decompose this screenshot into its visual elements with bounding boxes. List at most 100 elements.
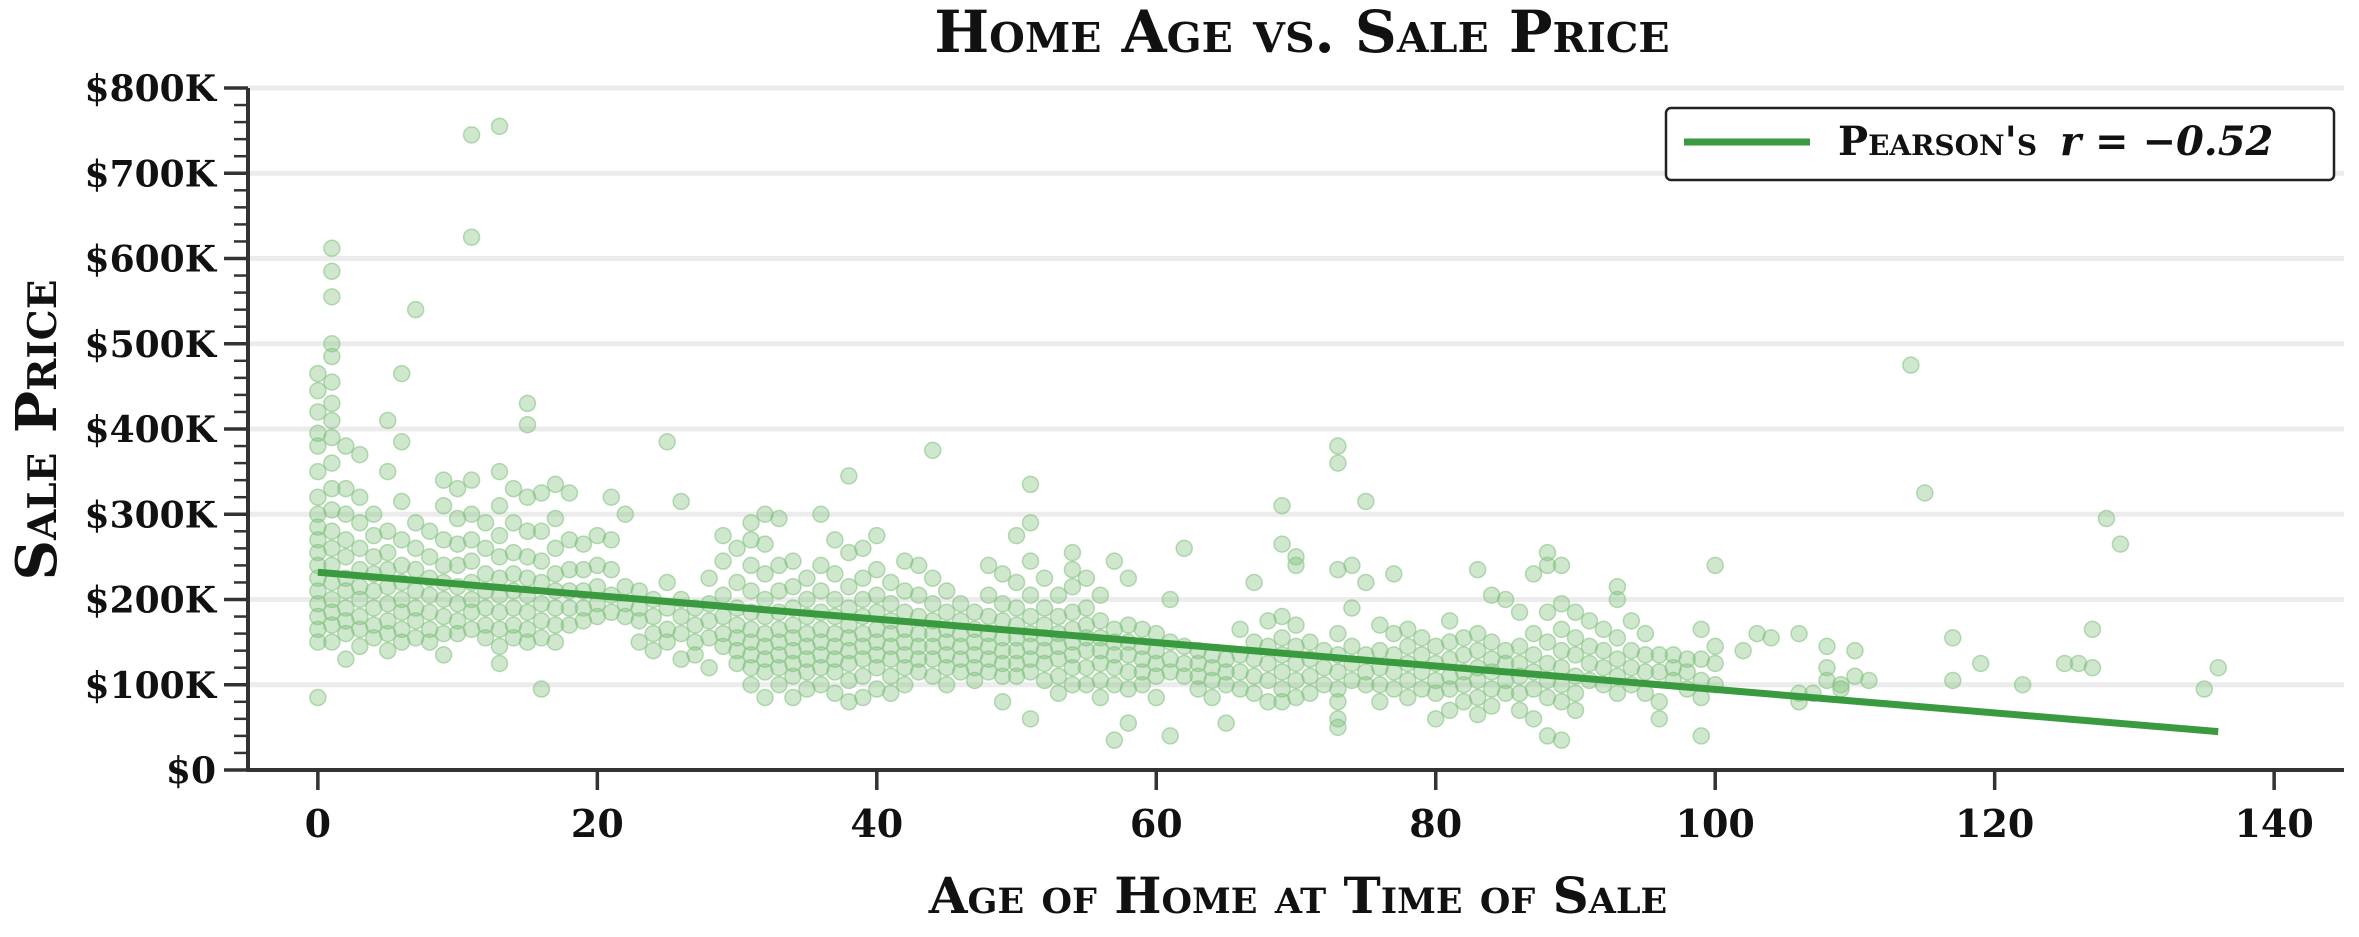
data-point xyxy=(868,658,886,677)
data-point xyxy=(1440,612,1459,630)
y-tick-label: $500K xyxy=(85,324,218,366)
data-point xyxy=(1343,637,1361,656)
data-point xyxy=(1692,727,1710,745)
data-point xyxy=(644,641,662,660)
data-point xyxy=(1566,603,1585,622)
data-point xyxy=(1161,590,1179,609)
data-point xyxy=(742,514,760,532)
data-point xyxy=(1399,671,1417,690)
data-point xyxy=(728,539,746,558)
data-point xyxy=(854,539,872,558)
data-point xyxy=(1077,569,1096,587)
data-point xyxy=(895,676,914,694)
data-point xyxy=(1468,624,1487,643)
data-point xyxy=(2055,654,2074,673)
data-point xyxy=(323,394,341,413)
data-point xyxy=(909,586,928,604)
data-point xyxy=(504,514,523,532)
x-axis-ticks: 0 20 40 60 80 100 120 140 xyxy=(305,770,2314,846)
data-point xyxy=(840,577,858,596)
data-point xyxy=(518,415,537,434)
data-point xyxy=(728,573,746,592)
legend: Pearson's r = −0.52 xyxy=(1664,106,2336,182)
x-tick-label: 100 xyxy=(1676,801,1755,846)
y-axis-label: Sale Price xyxy=(4,280,70,581)
data-point xyxy=(1846,641,1864,660)
data-point xyxy=(1175,539,1193,558)
data-point xyxy=(532,552,551,570)
data-point xyxy=(476,629,495,647)
x-tick-label: 40 xyxy=(850,801,903,846)
data-point xyxy=(1273,607,1291,626)
data-point xyxy=(854,667,872,685)
data-point xyxy=(742,556,760,575)
data-point xyxy=(1510,603,1529,622)
data-point xyxy=(1636,646,1655,664)
data-point xyxy=(1357,492,1375,511)
data-point xyxy=(965,671,984,690)
data-point xyxy=(337,479,355,498)
data-point xyxy=(1650,693,1669,711)
data-point xyxy=(323,428,341,447)
data-point xyxy=(1273,629,1291,647)
data-point xyxy=(868,526,886,545)
data-point xyxy=(909,637,928,656)
data-point xyxy=(1035,599,1054,617)
data-point xyxy=(1552,620,1571,639)
data-point xyxy=(1273,496,1291,515)
data-point xyxy=(756,590,774,609)
data-point xyxy=(1399,688,1417,707)
x-tick-label: 60 xyxy=(1130,801,1183,846)
data-point xyxy=(1943,629,1962,647)
data-point xyxy=(323,590,341,609)
data-point xyxy=(1496,684,1515,703)
data-point xyxy=(532,522,551,541)
data-point xyxy=(1524,680,1543,698)
data-point xyxy=(1301,633,1319,651)
data-point xyxy=(378,641,397,660)
data-point xyxy=(1594,658,1613,677)
data-point xyxy=(826,565,844,583)
data-point xyxy=(323,522,341,541)
data-point xyxy=(1063,676,1082,694)
data-point xyxy=(1510,701,1529,720)
data-point xyxy=(1203,688,1221,707)
data-point xyxy=(923,441,942,460)
data-point xyxy=(1021,586,1040,604)
data-point xyxy=(1021,475,1040,494)
data-point xyxy=(1063,543,1082,562)
data-point xyxy=(1538,543,1557,562)
data-point xyxy=(490,117,509,136)
data-point xyxy=(1371,616,1389,634)
data-point xyxy=(1608,684,1627,703)
x-tick-label: 120 xyxy=(1955,801,2034,846)
legend-label: Pearson's xyxy=(1838,118,2037,165)
grid-lines xyxy=(248,85,2344,688)
data-point xyxy=(1413,629,1431,647)
data-point xyxy=(1371,693,1389,711)
data-point xyxy=(392,433,411,451)
data-point xyxy=(2209,658,2227,677)
data-point xyxy=(323,633,341,651)
data-point xyxy=(574,535,593,553)
data-point xyxy=(378,612,397,630)
data-point xyxy=(309,633,327,651)
data-point xyxy=(1329,680,1347,698)
data-point xyxy=(672,607,690,626)
data-point xyxy=(1273,535,1291,553)
data-point xyxy=(1650,710,1669,728)
data-point xyxy=(1413,646,1431,664)
data-point xyxy=(351,637,369,656)
data-point xyxy=(323,373,341,391)
data-point xyxy=(337,505,355,523)
data-point xyxy=(826,684,844,703)
data-point xyxy=(518,394,537,413)
data-point xyxy=(351,590,369,609)
data-point xyxy=(1077,599,1096,617)
data-point xyxy=(392,620,411,639)
data-point xyxy=(490,637,509,656)
data-point xyxy=(1636,663,1655,681)
data-point xyxy=(658,573,676,592)
data-point xyxy=(1468,705,1487,724)
